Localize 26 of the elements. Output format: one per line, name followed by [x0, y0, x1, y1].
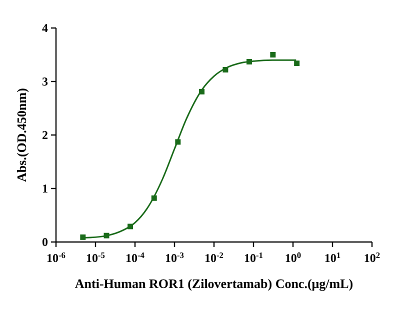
y-tick-label: 3: [42, 74, 48, 88]
x-tick-label: 10$^{-2}$: [204, 250, 224, 265]
point: [294, 60, 300, 66]
x-tick-label: 10$^{2}$: [364, 250, 380, 265]
x-tick-label: 10$^{-6}$: [46, 250, 66, 265]
point: [246, 58, 252, 64]
x-tick-label: 10$^{1}$: [324, 250, 341, 265]
point: [128, 224, 134, 230]
point: [199, 88, 204, 94]
x-tick-label: 10$^{-3}$: [165, 250, 184, 265]
point: [151, 195, 157, 201]
y-tick-label: 2: [42, 128, 48, 142]
point: [104, 232, 110, 238]
x-tick-label: 10$^{-5}$: [86, 250, 105, 265]
point: [175, 139, 181, 145]
point: [222, 66, 228, 72]
y-tick-label: 4: [42, 21, 48, 35]
y-tick-label: 1: [42, 182, 48, 196]
x-tick-label: 10$^{0}$: [284, 250, 302, 265]
x-tick-label: 10$^{-4}$: [126, 250, 146, 265]
y-tick-label: 0: [42, 235, 48, 249]
y-axis-title: Abs.(OD.450nm): [14, 88, 29, 182]
point: [270, 52, 276, 58]
x-axis-title: Anti-Human ROR1 (Zilovertamab) Conc.(μg/mL): [74, 276, 354, 291]
x-tick-label: 10$^{-1}$: [244, 250, 263, 265]
point: [80, 234, 86, 240]
